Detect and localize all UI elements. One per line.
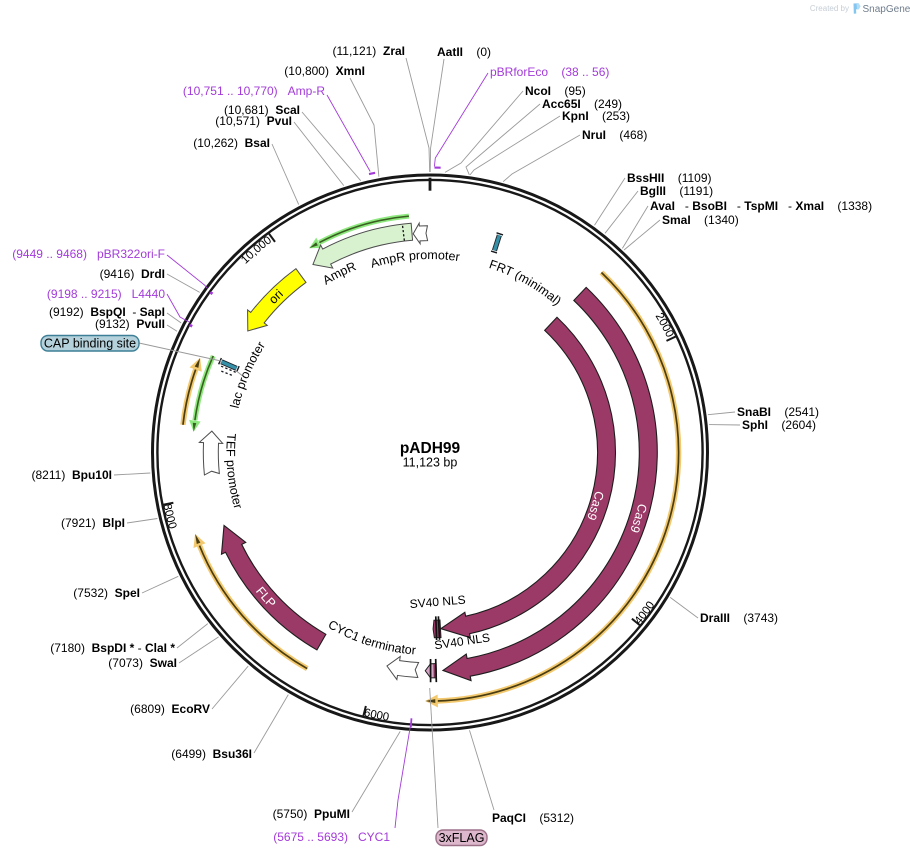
svg-text:(7921) BlpI: (7921) BlpI bbox=[61, 516, 125, 530]
svg-text:(9416) DrdI: (9416) DrdI bbox=[100, 267, 165, 281]
svg-text:(7073) SwaI: (7073) SwaI bbox=[108, 656, 177, 670]
svg-text:KpnI (253): KpnI (253) bbox=[562, 109, 630, 123]
svg-text:SnaBI (2541): SnaBI (2541) bbox=[737, 405, 819, 419]
svg-text:pADH99: pADH99 bbox=[400, 440, 461, 457]
svg-text:(8211) Bpu10I: (8211) Bpu10I bbox=[32, 468, 112, 482]
svg-text:(10,571) PvuI: (10,571) PvuI bbox=[215, 114, 292, 128]
svg-text:11,123 bp: 11,123 bp bbox=[403, 456, 458, 470]
svg-text:DraIII (3743): DraIII (3743) bbox=[700, 611, 778, 625]
svg-text:SV40 NLS: SV40 NLS bbox=[409, 593, 466, 611]
svg-text:(5750) PpuMI: (5750) PpuMI bbox=[273, 807, 350, 821]
svg-text:AvaI - BsoBI - TspMI - X: AvaI - BsoBI - TspMI - XmaI (1338) bbox=[650, 199, 872, 213]
svg-text:SmaI (1340): SmaI (1340) bbox=[662, 213, 739, 227]
svg-text:pBRforEco (38 .. 56): pBRforEco (38 .. 56) bbox=[490, 65, 609, 79]
svg-text:Acc65I (249): Acc65I (249) bbox=[542, 97, 622, 111]
svg-text:(10,751 .. 10,770) Amp-R: (10,751 .. 10,770) Amp-R bbox=[183, 84, 325, 98]
svg-text:3xFLAG: 3xFLAG bbox=[439, 831, 485, 845]
svg-text:(10,681) ScaI: (10,681) ScaI bbox=[224, 103, 300, 117]
svg-text:(10,262) BsaI: (10,262) BsaI bbox=[193, 136, 270, 150]
svg-text:(7532) SpeI: (7532) SpeI bbox=[73, 586, 140, 600]
svg-text:PaqCI (5312): PaqCI (5312) bbox=[492, 811, 574, 825]
svg-text:BssHII (1109): BssHII (1109) bbox=[627, 171, 712, 185]
svg-text:SphI (2604): SphI (2604) bbox=[742, 418, 816, 432]
svg-text:(11,121) ZraI: (11,121) ZraI bbox=[333, 44, 406, 58]
svg-text:(9449 .. 9468) pBR322ori-F: (9449 .. 9468) pBR322ori-F bbox=[12, 247, 165, 261]
svg-text:Created by: Created by bbox=[810, 4, 849, 13]
svg-text:(6809) EcoRV: (6809) EcoRV bbox=[130, 702, 210, 716]
svg-text:BglII (1191): BglII (1191) bbox=[640, 184, 713, 198]
svg-text:CAP binding site: CAP binding site bbox=[44, 337, 136, 351]
svg-text:NcoI (95): NcoI (95) bbox=[525, 84, 586, 98]
svg-text:(9192) BspQI - SapI: (9192) BspQI - SapI bbox=[49, 305, 165, 319]
svg-text:(10,800) XmnI: (10,800) XmnI bbox=[284, 64, 365, 78]
svg-text:(9132) PvuII: (9132) PvuII bbox=[95, 317, 165, 331]
svg-text:(9198 .. 9215) L4440: (9198 .. 9215) L4440 bbox=[47, 287, 165, 301]
svg-text:SnapGene: SnapGene bbox=[863, 4, 910, 15]
svg-text:6000: 6000 bbox=[363, 707, 390, 724]
svg-text:(5675 .. 5693) CYC1: (5675 .. 5693) CYC1 bbox=[273, 830, 390, 844]
svg-text:(6499) Bsu36I: (6499) Bsu36I bbox=[171, 747, 252, 761]
svg-text:AatII (0): AatII (0) bbox=[437, 45, 491, 59]
svg-text:NruI (468): NruI (468) bbox=[582, 128, 647, 142]
svg-text:(7180) BspDI * - ClaI *: (7180) BspDI * - ClaI * bbox=[50, 641, 175, 655]
